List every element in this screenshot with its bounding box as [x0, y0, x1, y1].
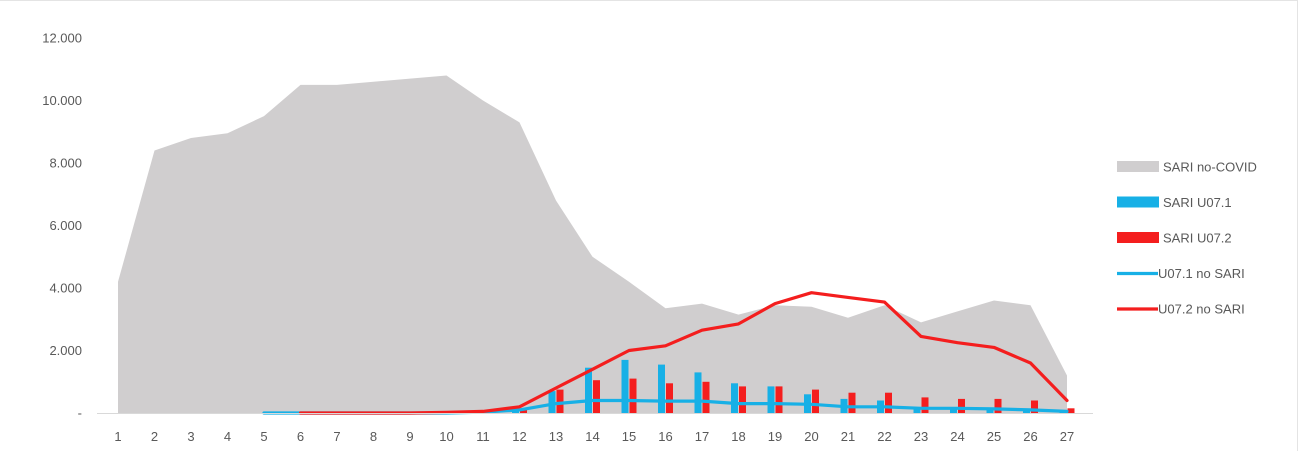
bar-sari-u07-1: [950, 408, 957, 413]
legend-label-u07-1-no-sari: U07.1 no SARI: [1158, 266, 1245, 281]
x-tick-label: 24: [950, 429, 964, 444]
x-tick-label: 19: [768, 429, 782, 444]
bar-sari-u07-1: [548, 391, 556, 413]
x-tick-label: 26: [1023, 429, 1037, 444]
bar-sari-u07-2: [702, 381, 710, 414]
bar-sari-u07-1: [986, 409, 994, 413]
bar-sari-u07-2: [775, 386, 783, 413]
bar-sari-u07-2: [1031, 400, 1038, 413]
legend-label-sari-u07-1: SARI U07.1: [1163, 195, 1232, 210]
bar-sari-u07-2: [885, 392, 892, 413]
x-tick-label: 9: [406, 429, 413, 444]
legend: SARI no-COVID SARI U07.1 SARI U07.2 U07.1 n…: [1117, 160, 1257, 317]
x-tick-label: 14: [585, 429, 599, 444]
line-u07-2-no-sari: [298, 291, 1069, 415]
x-tick-label: 20: [804, 429, 818, 444]
x-tick-label: 13: [549, 429, 563, 444]
bar-sari-u07-1: [913, 408, 921, 413]
x-tick-label: 4: [224, 429, 231, 444]
bar-sari-u07-2: [848, 392, 856, 413]
x-tick-label: 12: [512, 429, 526, 444]
x-tick-label: 18: [731, 429, 745, 444]
legend-label-u07-2-no-sari: U07.2 no SARI: [1158, 302, 1245, 317]
legend-swatch-sari-no-covid: [1117, 161, 1159, 172]
y-tick-label: 10.000: [42, 93, 82, 108]
legend-label-sari-no-covid: SARI no-COVID: [1163, 160, 1257, 175]
y-tick-label: 12.000: [42, 31, 82, 46]
bar-sari-u07-2: [958, 398, 965, 413]
x-tick-label: 22: [877, 429, 891, 444]
x-tick-label: 17: [695, 429, 709, 444]
area-sari-no-covid: [118, 75, 1067, 413]
x-tick-label: 11: [476, 429, 490, 444]
bar-sari-u07-1: [658, 364, 665, 413]
x-tick-label: 5: [260, 429, 267, 444]
legend-swatch-sari-u07-1: [1117, 196, 1159, 208]
x-tick-label: 27: [1060, 429, 1074, 444]
legend-swatch-sari-u07-2: [1117, 232, 1159, 243]
y-tick-label: -: [78, 406, 82, 421]
bar-sari-u07-2: [812, 389, 819, 413]
bar-sari-u07-2: [520, 409, 527, 413]
bar-sari-u07-1: [731, 383, 738, 413]
x-tick-label: 7: [333, 429, 340, 444]
bar-sari-u07-2: [629, 378, 637, 413]
bar-sari-u07-2: [994, 398, 1002, 413]
y-tick-label: 8.000: [49, 156, 82, 171]
x-tick-label: 1: [114, 429, 121, 444]
x-tick-label: 15: [622, 429, 636, 444]
bar-sari-u07-2: [1067, 408, 1075, 413]
bar-sari-u07-2: [739, 386, 746, 413]
x-tick-label: 8: [370, 429, 377, 444]
x-tick-label: 21: [841, 429, 855, 444]
y-tick-label: 2.000: [49, 343, 82, 358]
bar-layer: [512, 359, 1075, 414]
area-layer: [118, 75, 1067, 413]
bar-sari-u07-1: [767, 386, 775, 413]
bar-sari-u07-1: [621, 359, 629, 413]
bar-sari-u07-2: [921, 397, 929, 413]
bar-sari-u07-2: [593, 380, 600, 413]
legend-label-sari-u07-2: SARI U07.2: [1163, 231, 1232, 246]
bar-sari-u07-1: [585, 367, 592, 413]
bar-sari-u07-1: [1023, 409, 1030, 413]
bar-sari-u07-2: [556, 389, 564, 413]
y-tick-label: 6.000: [49, 218, 82, 233]
bar-sari-u07-2: [666, 383, 673, 413]
x-tick-label: 16: [658, 429, 672, 444]
x-tick-label: 6: [297, 429, 304, 444]
y-tick-label: 4.000: [49, 281, 82, 296]
x-tick-label: 23: [914, 429, 928, 444]
bar-sari-u07-1: [694, 372, 702, 413]
x-tick-label: 10: [439, 429, 453, 444]
x-tick-label: 25: [987, 429, 1001, 444]
x-tick-label: 3: [187, 429, 194, 444]
x-tick-label: 2: [151, 429, 158, 444]
